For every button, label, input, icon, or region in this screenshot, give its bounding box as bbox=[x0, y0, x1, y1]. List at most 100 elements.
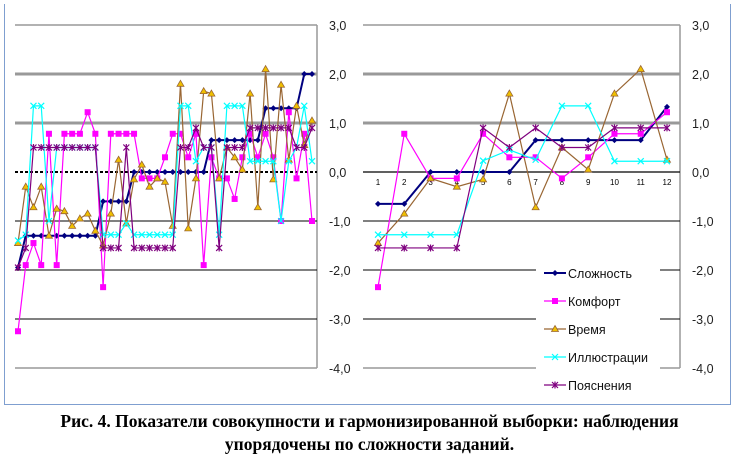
triangle-marker bbox=[91, 226, 100, 234]
legend-item: Время bbox=[544, 323, 606, 337]
star-marker bbox=[262, 124, 270, 132]
diamond-marker bbox=[169, 169, 176, 175]
star-marker bbox=[254, 124, 262, 132]
star-marker bbox=[107, 244, 115, 252]
square-marker bbox=[162, 154, 168, 161]
square-marker bbox=[558, 175, 565, 182]
square-marker bbox=[200, 262, 207, 269]
series-Пояснения bbox=[374, 124, 671, 252]
star-marker bbox=[68, 144, 76, 151]
series-Комфорт bbox=[15, 109, 315, 335]
chart-panel-1: 3,0 2,0 1,0 0,0 -1,0 -2,0 -3,0 -4,0 bbox=[13, 19, 351, 376]
triangle-marker bbox=[452, 182, 462, 190]
series-Время bbox=[13, 64, 317, 249]
square-marker bbox=[138, 175, 145, 182]
figure-caption-line2: упорядочены по сложности заданий. bbox=[224, 434, 515, 454]
star-marker bbox=[663, 124, 671, 132]
diamond-marker bbox=[231, 137, 238, 144]
series-Иллюстрации bbox=[374, 102, 671, 239]
diamond-marker bbox=[453, 169, 460, 175]
legend-item: Пояснения bbox=[544, 379, 631, 393]
series-line bbox=[378, 106, 668, 205]
diamond-marker bbox=[69, 232, 76, 239]
diamond-marker bbox=[185, 169, 192, 175]
x-marker bbox=[238, 102, 246, 110]
x-marker bbox=[177, 102, 184, 110]
star-marker bbox=[246, 124, 254, 132]
y-tick-label: -2,0 bbox=[329, 264, 351, 278]
square-marker bbox=[254, 154, 261, 161]
x-marker bbox=[107, 231, 115, 239]
diamond-marker bbox=[208, 137, 215, 144]
figure-frame bbox=[4, 4, 731, 405]
star-marker bbox=[169, 244, 177, 252]
square-marker bbox=[131, 130, 138, 137]
x-tick-label: 8 bbox=[560, 178, 565, 187]
square-marker bbox=[585, 154, 592, 161]
diamond-marker bbox=[637, 137, 644, 144]
square-marker bbox=[192, 130, 199, 137]
series-Сложность bbox=[15, 71, 315, 271]
triangle-marker bbox=[505, 89, 514, 97]
star-marker bbox=[223, 144, 231, 151]
x-marker bbox=[374, 231, 382, 239]
x-marker bbox=[169, 231, 177, 239]
triangle-marker bbox=[583, 165, 593, 173]
diamond-marker bbox=[375, 200, 381, 207]
square-marker bbox=[38, 262, 45, 269]
star-marker bbox=[122, 144, 130, 151]
x-marker bbox=[30, 102, 37, 110]
x-marker bbox=[308, 157, 316, 165]
triangle-marker bbox=[191, 174, 201, 182]
square-marker bbox=[107, 130, 114, 137]
y-tick-label: 0,0 bbox=[692, 166, 709, 180]
diamond-marker bbox=[270, 105, 277, 112]
series-Пояснения bbox=[14, 124, 316, 272]
series-Сложность bbox=[375, 103, 670, 207]
x-marker bbox=[99, 231, 107, 239]
x-marker bbox=[584, 102, 592, 110]
star-marker bbox=[184, 144, 192, 151]
square-marker bbox=[301, 130, 308, 137]
star-marker bbox=[558, 144, 566, 151]
x-marker bbox=[45, 217, 53, 225]
square-marker bbox=[76, 130, 83, 137]
y-tick-label: -1,0 bbox=[692, 215, 714, 229]
triangle-marker bbox=[214, 174, 224, 182]
y-tick-label: -2,0 bbox=[692, 264, 714, 278]
x-marker bbox=[115, 231, 123, 239]
triangle-marker bbox=[37, 182, 46, 190]
x-marker bbox=[254, 157, 262, 165]
diamond-marker bbox=[585, 137, 592, 144]
x-tick-label: 3 bbox=[428, 178, 433, 187]
square-marker bbox=[401, 130, 408, 137]
diamond-marker bbox=[162, 169, 168, 175]
triangle-marker bbox=[176, 79, 185, 87]
star-marker bbox=[60, 144, 68, 151]
triangle-marker bbox=[21, 182, 30, 190]
diamond-marker bbox=[146, 169, 153, 175]
star-marker bbox=[161, 244, 169, 252]
star-marker bbox=[551, 381, 559, 389]
triangle-marker bbox=[636, 64, 645, 72]
star-marker bbox=[153, 244, 161, 252]
star-marker bbox=[427, 244, 434, 252]
x-marker bbox=[184, 102, 192, 110]
legend-label: Время bbox=[568, 323, 606, 337]
star-marker bbox=[611, 124, 618, 132]
square-marker bbox=[506, 154, 513, 161]
triangle-marker bbox=[531, 202, 540, 211]
triangle-marker bbox=[253, 202, 263, 211]
star-marker bbox=[99, 244, 107, 252]
x-marker bbox=[611, 157, 618, 165]
legend-label: Сложность bbox=[568, 267, 632, 281]
diamond-marker bbox=[401, 200, 408, 207]
x-marker bbox=[532, 156, 540, 164]
square-marker bbox=[293, 175, 300, 182]
star-marker bbox=[45, 144, 53, 151]
x-tick-label: 6 bbox=[507, 178, 512, 187]
y-tick-label: 2,0 bbox=[329, 68, 346, 82]
y-tick-label: -3,0 bbox=[329, 313, 351, 327]
x-marker bbox=[285, 157, 293, 165]
triangle-marker bbox=[52, 204, 61, 212]
